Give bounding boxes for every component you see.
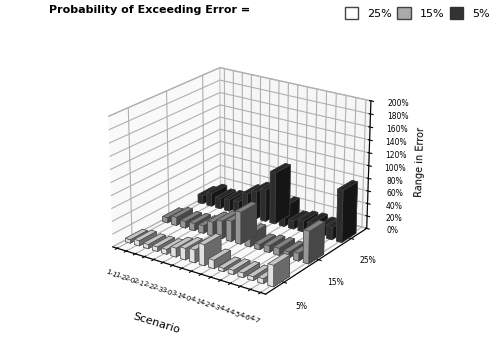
X-axis label: Scenario: Scenario — [131, 312, 180, 335]
Legend: 25%, 15%, 5%: 25%, 15%, 5% — [344, 7, 490, 19]
Text: Probability of Exceeding Error =: Probability of Exceeding Error = — [49, 5, 250, 15]
